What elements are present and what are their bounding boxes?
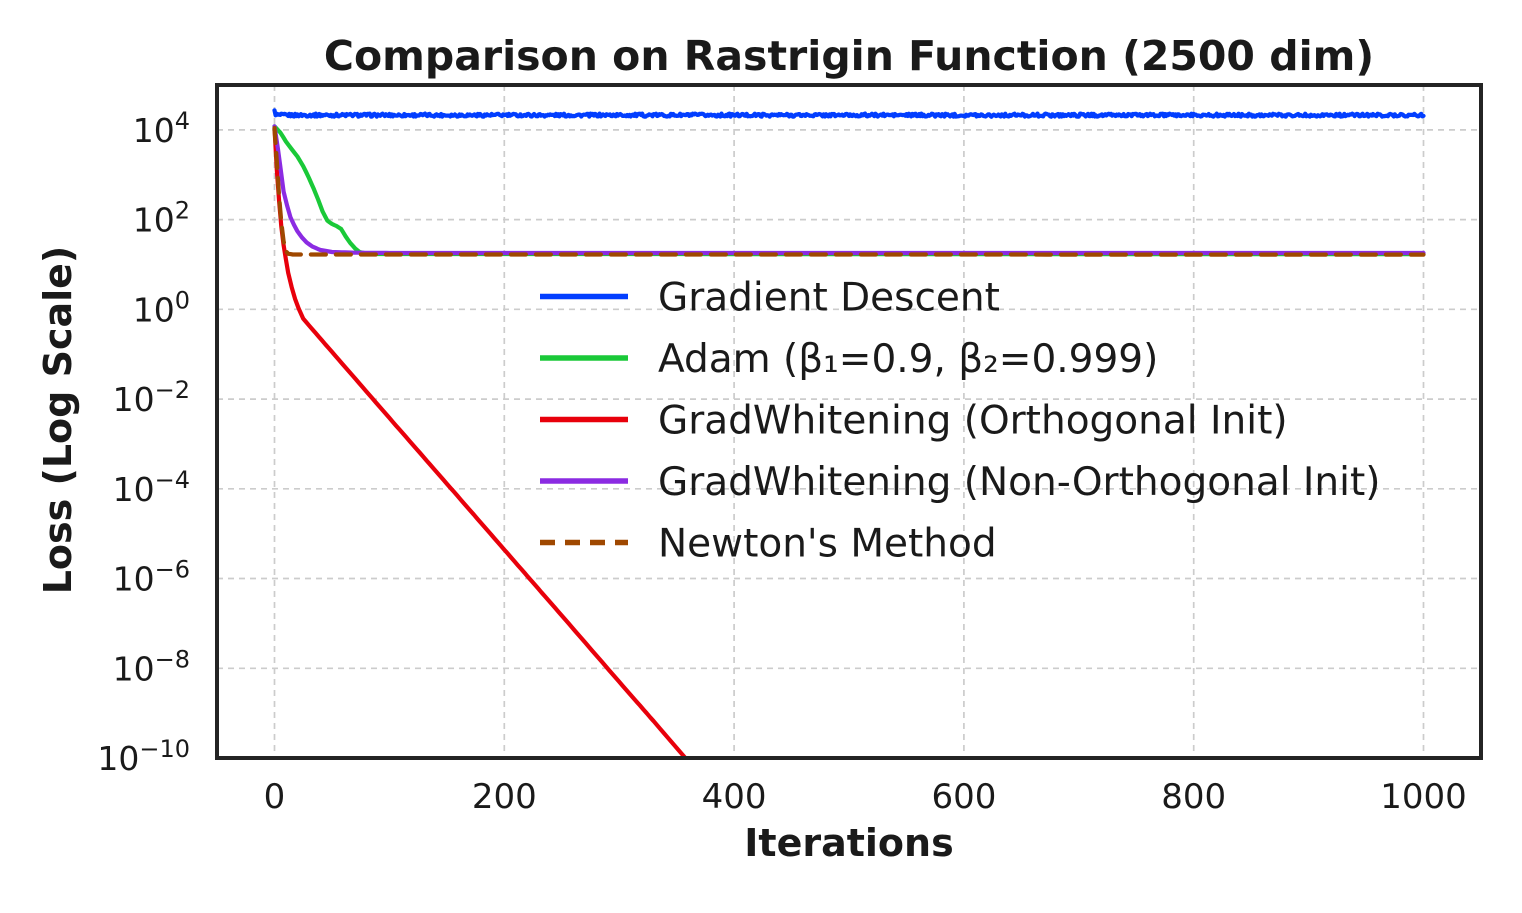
legend: Gradient Descent Adam (β₁=0.9, β₂=0.999) G… — [540, 276, 1381, 567]
x-tick-label: 400 — [702, 777, 767, 817]
y-tick-label: 10−4 — [113, 466, 190, 509]
legend-item-gradient-descent: Gradient Descent — [540, 276, 1000, 321]
y-tick-label: 10−2 — [113, 376, 190, 419]
series-group — [272, 108, 1426, 758]
y-tick-label: 102 — [133, 197, 190, 240]
series-line-gradwhitening-orthogonal-init — [272, 125, 689, 758]
legend-item-gradwhitening-orthogonal-init: GradWhitening (Orthogonal Init) — [540, 399, 1288, 444]
x-tick-label: 600 — [931, 777, 996, 817]
x-axis-label: Iterations — [744, 821, 954, 865]
x-tick-label: 200 — [472, 777, 537, 817]
legend-item-newton-s-method: Newton's Method — [540, 522, 997, 567]
series-line-gradient-descent — [272, 108, 1426, 119]
x-tick-label: 0 — [264, 777, 286, 817]
legend-item-adam-0-9-0-999: Adam (β₁=0.9, β₂=0.999) — [540, 337, 1158, 382]
legend-label: GradWhitening (Orthogonal Init) — [658, 399, 1288, 444]
y-tick-label: 10−8 — [113, 645, 190, 688]
x-tick-labels: 0 200 400 600 800 1000 — [264, 777, 1467, 817]
series-line-adam-0-9-0-999 — [272, 124, 1426, 257]
chart-title: Comparison on Rastrigin Function (2500 d… — [323, 32, 1375, 80]
series-line-gradwhitening-non-orthogonal-init — [272, 124, 1426, 256]
x-tick-label: 800 — [1161, 777, 1226, 817]
y-tick-labels: 104 102 100 10−2 10−4 10−6 10−8 10−10 — [97, 107, 190, 778]
series-line-newton-s-method — [272, 125, 1426, 257]
legend-label: GradWhitening (Non-Orthogonal Init) — [658, 460, 1381, 505]
y-tick-label: 10−10 — [97, 735, 190, 778]
legend-label: Adam (β₁=0.9, β₂=0.999) — [658, 337, 1158, 382]
plot-frame — [215, 83, 1483, 760]
legend-item-gradwhitening-non-orthogonal-init: GradWhitening (Non-Orthogonal Init) — [540, 460, 1381, 505]
y-tick-label: 104 — [133, 107, 190, 150]
y-tick-label: 10−6 — [113, 556, 190, 599]
y-tick-label: 100 — [133, 286, 190, 329]
legend-label: Newton's Method — [658, 522, 997, 567]
x-tick-label: 1000 — [1380, 777, 1467, 817]
legend-label: Gradient Descent — [658, 276, 1000, 321]
